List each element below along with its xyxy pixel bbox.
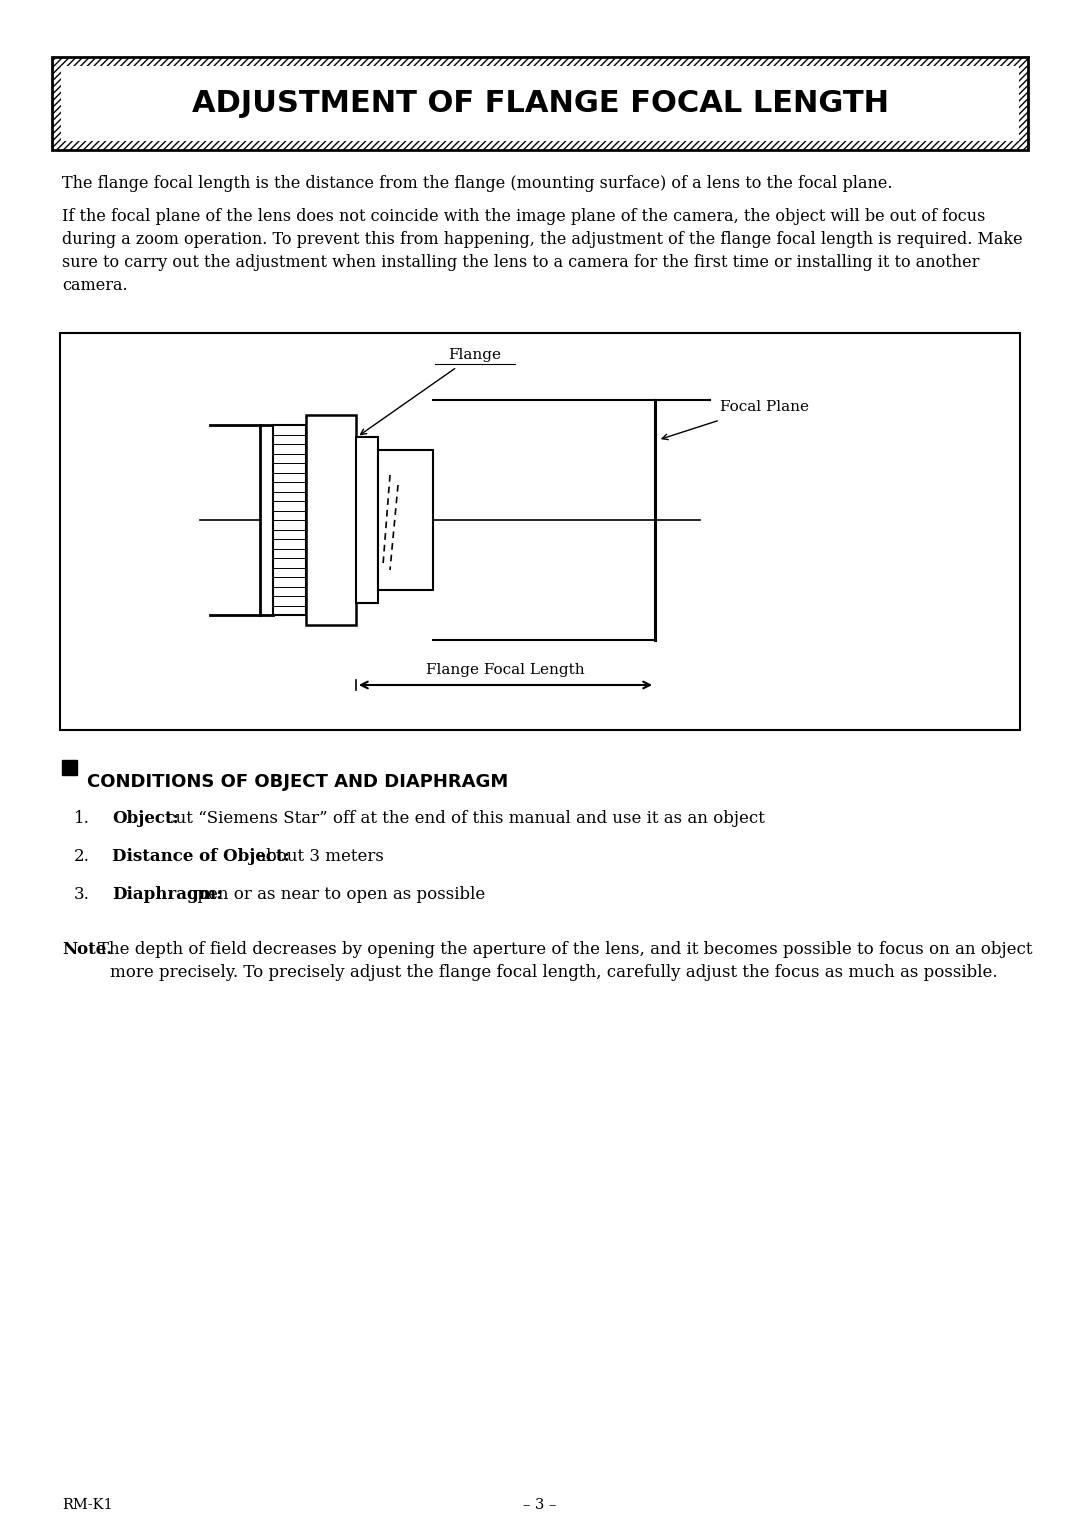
Text: ADJUSTMENT OF FLANGE FOCAL LENGTH: ADJUSTMENT OF FLANGE FOCAL LENGTH	[191, 89, 889, 118]
Text: CONDITIONS OF OBJECT AND DIAPHRAGM: CONDITIONS OF OBJECT AND DIAPHRAGM	[87, 773, 509, 791]
Text: 1.: 1.	[75, 809, 90, 828]
Text: camera.: camera.	[62, 276, 127, 295]
Text: RM-K1: RM-K1	[62, 1498, 112, 1512]
Text: sure to carry out the adjustment when installing the lens to a camera for the fi: sure to carry out the adjustment when in…	[62, 253, 980, 270]
Bar	[60, 333, 1020, 730]
Text: Focal Plane: Focal Plane	[720, 400, 809, 414]
Bar	[52, 56, 1028, 150]
Text: Diaphragm:: Diaphragm:	[112, 886, 222, 902]
Text: The flange focal length is the distance from the flange (mounting surface) of a : The flange focal length is the distance …	[62, 176, 892, 192]
Text: about 3 meters: about 3 meters	[251, 847, 383, 864]
Text: Flange Focal Length: Flange Focal Length	[427, 663, 584, 676]
Text: Note.: Note.	[62, 941, 112, 957]
Text: 2.: 2.	[75, 847, 90, 864]
Text: 3.: 3.	[75, 886, 90, 902]
Text: open or as near to open as possible: open or as near to open as possible	[183, 886, 485, 902]
Text: Flange: Flange	[448, 348, 501, 362]
Text: If the focal plane of the lens does not coincide with the image plane of the cam: If the focal plane of the lens does not …	[62, 208, 985, 224]
Text: – 3 –: – 3 –	[524, 1498, 556, 1512]
Text: Distance of Object:: Distance of Object:	[112, 847, 289, 864]
Text: The depth of field decreases by opening the aperture of the lens, and it becomes: The depth of field decreases by opening …	[98, 941, 1032, 957]
Text: Object:: Object:	[112, 809, 179, 828]
Bar	[356, 437, 378, 603]
Bar	[273, 425, 306, 615]
Bar	[60, 66, 1020, 140]
Bar	[260, 425, 273, 615]
Bar	[306, 415, 356, 625]
Text: cut “Siemens Star” off at the end of this manual and use it as an object: cut “Siemens Star” off at the end of thi…	[161, 809, 765, 828]
Text: more precisely. To precisely adjust the flange focal length, carefully adjust th: more precisely. To precisely adjust the …	[110, 964, 998, 980]
Text: during a zoom operation. To prevent this from happening, the adjustment of the f: during a zoom operation. To prevent this…	[62, 231, 1023, 247]
Bar	[62, 760, 77, 776]
Bar	[378, 450, 433, 589]
